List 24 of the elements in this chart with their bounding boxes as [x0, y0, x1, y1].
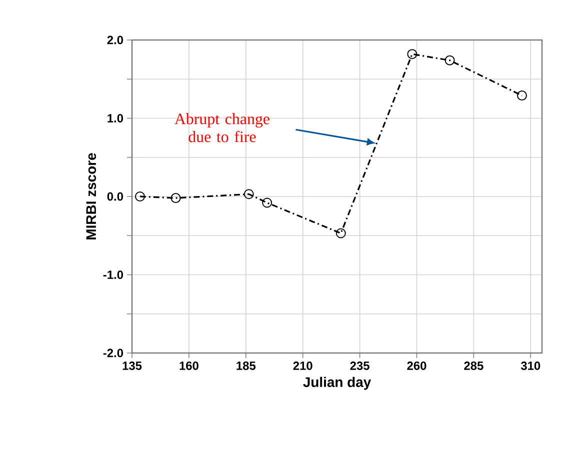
x-tick-label: 260	[407, 362, 426, 370]
x-tick-label: 210	[293, 362, 312, 370]
y-tick-label: 2.0	[107, 36, 123, 44]
point	[170, 193, 181, 204]
x-tick-label: 160	[180, 362, 198, 370]
point	[336, 228, 346, 238]
x-tick-label: 285	[464, 362, 484, 370]
annotation: Abrupt change due to fire	[174, 113, 270, 142]
y-tick-label: 0.0	[107, 192, 123, 201]
point	[134, 191, 145, 202]
point	[444, 55, 455, 66]
point	[516, 90, 527, 101]
x-tick-label: 185	[236, 362, 256, 370]
point	[262, 198, 272, 208]
x-tick-label: 310	[520, 362, 540, 370]
x-axis-title: Julian day	[303, 376, 372, 390]
x-tick-label: 135	[122, 362, 142, 370]
point	[244, 189, 254, 200]
y-tick-label: -2.0	[103, 348, 123, 358]
point	[407, 49, 418, 60]
y-axis-title: MIRBI zscore	[86, 153, 96, 240]
y-tick-label: -1.0	[103, 270, 123, 279]
y-tick-label: 1.0	[108, 114, 123, 122]
x-tick-label: 235	[350, 362, 370, 370]
